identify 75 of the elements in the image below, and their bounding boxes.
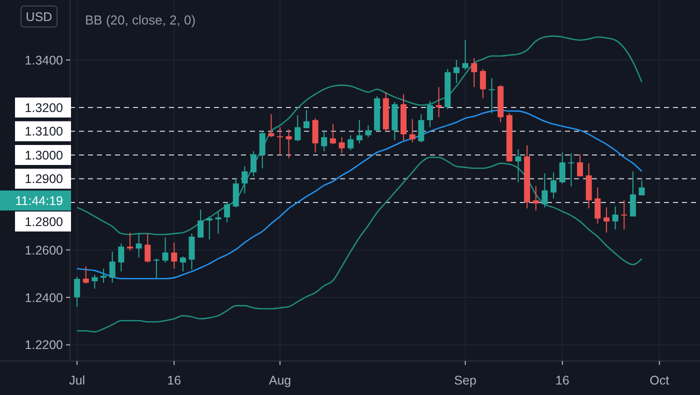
x-tick-label: 16 — [555, 373, 570, 388]
x-tick-label: Sep — [454, 373, 476, 388]
candlestick — [462, 40, 468, 71]
ref-line-label: 1.3200 — [24, 100, 64, 115]
candlestick — [268, 114, 274, 138]
candlestick — [153, 258, 160, 280]
x-tick-label: Oct — [650, 373, 670, 388]
candlestick — [82, 266, 89, 284]
text: 11:44:19 — [15, 194, 64, 208]
candlestick — [321, 130, 328, 152]
candlestick — [365, 124, 372, 138]
ref-line-label: 1.2800 — [24, 214, 64, 229]
candlestick — [162, 237, 168, 263]
candlestick — [180, 256, 186, 272]
ref-line-label: 1.2900 — [24, 172, 64, 186]
candlestick — [118, 243, 124, 272]
candlestick — [109, 251, 116, 284]
candlestick — [136, 233, 142, 258]
candlestick — [594, 187, 601, 224]
candlestick — [330, 124, 336, 145]
y-tick-label: 1.2200 — [24, 338, 64, 352]
candlestick — [356, 120, 362, 144]
candlestick — [515, 148, 522, 183]
candlestick — [638, 180, 645, 196]
candlestick — [542, 172, 548, 208]
candlestick — [294, 114, 301, 142]
line-series — [76, 109, 642, 280]
line-series — [76, 156, 642, 332]
ref-line-label: 1.3100 — [24, 124, 64, 139]
candlestick — [259, 130, 266, 169]
candlestick — [224, 202, 230, 223]
candlestick — [215, 212, 222, 234]
text: USD — [26, 10, 52, 24]
candlestick — [532, 186, 539, 212]
x-tick-label: Jul — [69, 373, 86, 388]
candlestick — [418, 114, 424, 143]
candlestick — [188, 233, 195, 270]
ref-line-label: 1.3000 — [24, 148, 64, 162]
candlestick — [621, 200, 628, 230]
candlestick — [488, 78, 495, 114]
y-tick-label: 1.2400 — [24, 290, 64, 305]
candlestick — [127, 232, 133, 252]
candlestick — [92, 274, 98, 290]
candlestick — [242, 166, 248, 194]
candlestick — [453, 60, 460, 84]
candlestick — [471, 58, 478, 88]
candlestick — [436, 86, 442, 118]
candlestick — [480, 68, 486, 99]
candlestick — [427, 100, 433, 128]
y-tick-label: 1.2600 — [24, 243, 64, 258]
candlestick — [348, 134, 354, 151]
candlestick — [303, 110, 310, 129]
candlestick — [74, 276, 80, 308]
candlestick — [206, 216, 212, 240]
candlestick — [232, 178, 239, 208]
candlestick — [550, 172, 557, 199]
candlestick — [559, 152, 566, 184]
candlestick — [286, 128, 292, 159]
candlestick — [577, 154, 583, 177]
candlestick — [250, 150, 257, 177]
y-tick-label: 1.3400 — [24, 53, 64, 68]
candlestick — [603, 206, 610, 234]
candlestick — [568, 152, 574, 187]
annotation: BB (20, close, 2, 0) — [85, 12, 196, 28]
candlestick — [630, 170, 636, 217]
candlestick — [312, 118, 318, 153]
candlestick — [338, 136, 345, 154]
x-tick-label: Aug — [268, 373, 292, 388]
x-tick-label: 16 — [167, 373, 182, 388]
candlestick — [277, 126, 283, 156]
candlestick — [171, 242, 178, 270]
candlestick — [409, 118, 416, 143]
candlestick — [144, 233, 151, 263]
candlestick — [198, 209, 204, 238]
candlestick — [612, 206, 618, 230]
